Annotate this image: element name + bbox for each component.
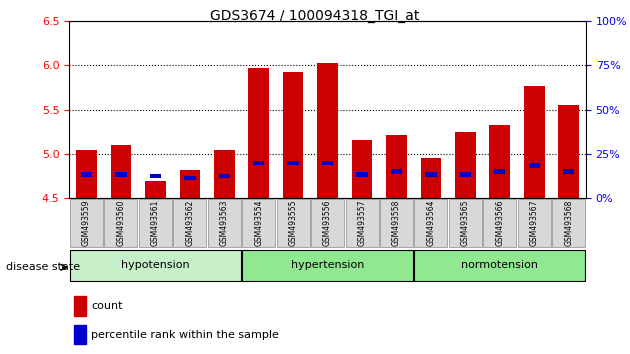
Bar	[357, 172, 368, 177]
Text: GSM493568: GSM493568	[564, 200, 573, 246]
Text: hypertension: hypertension	[291, 261, 364, 270]
Text: GDS3674 / 100094318_TGI_at: GDS3674 / 100094318_TGI_at	[210, 9, 420, 23]
FancyBboxPatch shape	[70, 199, 103, 247]
Text: GSM493563: GSM493563	[220, 200, 229, 246]
Bar	[76, 150, 97, 198]
Bar	[391, 170, 402, 174]
Text: GSM493554: GSM493554	[255, 200, 263, 246]
Text: GSM493557: GSM493557	[358, 200, 367, 246]
Bar	[287, 161, 299, 165]
Bar	[81, 172, 92, 177]
Text: GSM493558: GSM493558	[392, 200, 401, 246]
Bar	[322, 161, 333, 165]
Bar	[563, 170, 575, 174]
Bar	[253, 161, 265, 165]
Bar	[145, 181, 166, 198]
FancyBboxPatch shape	[139, 199, 172, 247]
FancyBboxPatch shape	[552, 199, 585, 247]
Text: GSM493566: GSM493566	[495, 200, 504, 246]
FancyBboxPatch shape	[345, 199, 379, 247]
Text: GSM493561: GSM493561	[151, 200, 160, 246]
Bar	[490, 125, 510, 198]
Bar	[529, 163, 540, 168]
FancyBboxPatch shape	[208, 199, 241, 247]
Bar	[460, 172, 471, 177]
Bar	[219, 174, 230, 178]
Text: normotension: normotension	[461, 261, 538, 270]
Text: GSM493565: GSM493565	[461, 200, 470, 246]
Bar	[74, 325, 86, 344]
FancyBboxPatch shape	[415, 199, 447, 247]
Bar	[111, 145, 131, 198]
Bar	[214, 150, 234, 198]
Text: GSM493564: GSM493564	[427, 200, 435, 246]
FancyBboxPatch shape	[518, 199, 551, 247]
Bar	[115, 172, 127, 177]
FancyBboxPatch shape	[173, 199, 207, 247]
FancyBboxPatch shape	[483, 199, 517, 247]
Text: disease state: disease state	[6, 262, 81, 272]
Bar	[421, 159, 441, 198]
FancyBboxPatch shape	[105, 199, 137, 247]
Bar	[558, 105, 579, 198]
Text: GSM493556: GSM493556	[323, 200, 332, 246]
Bar	[524, 86, 544, 198]
FancyBboxPatch shape	[277, 199, 310, 247]
Bar	[455, 132, 476, 198]
FancyBboxPatch shape	[70, 250, 241, 281]
FancyBboxPatch shape	[242, 199, 275, 247]
FancyBboxPatch shape	[449, 199, 482, 247]
Text: percentile rank within the sample: percentile rank within the sample	[91, 330, 279, 340]
Text: GSM493560: GSM493560	[117, 200, 125, 246]
Bar	[180, 170, 200, 198]
Text: GSM493562: GSM493562	[185, 200, 194, 246]
Bar	[150, 174, 161, 178]
Bar	[184, 176, 195, 180]
Bar	[494, 170, 505, 174]
Text: GSM493559: GSM493559	[82, 200, 91, 246]
Text: GSM493555: GSM493555	[289, 200, 297, 246]
Bar	[386, 135, 407, 198]
Bar	[248, 68, 269, 198]
FancyBboxPatch shape	[380, 199, 413, 247]
Text: hypotension: hypotension	[121, 261, 190, 270]
FancyBboxPatch shape	[415, 250, 585, 281]
FancyBboxPatch shape	[242, 250, 413, 281]
Text: GSM493567: GSM493567	[530, 200, 539, 246]
Text: count: count	[91, 301, 122, 311]
Bar	[283, 72, 304, 198]
Bar	[425, 172, 437, 177]
Bar	[318, 63, 338, 198]
Bar	[74, 296, 86, 315]
Bar	[352, 140, 372, 198]
FancyBboxPatch shape	[311, 199, 344, 247]
